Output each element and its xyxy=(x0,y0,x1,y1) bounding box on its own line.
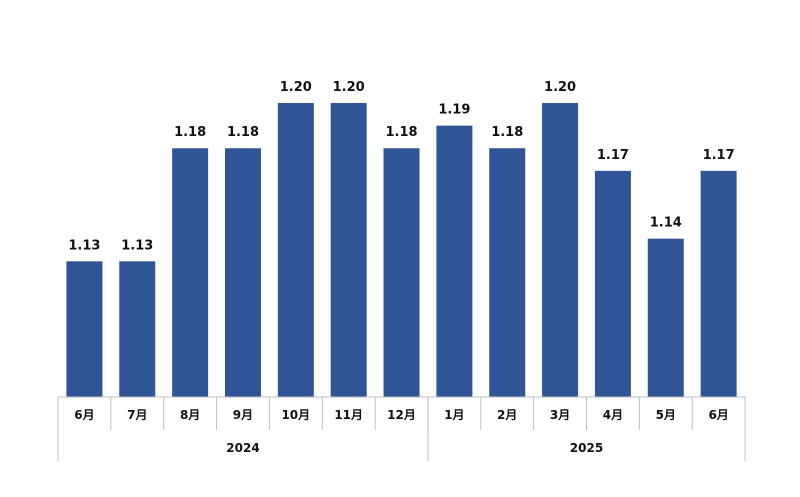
bar xyxy=(436,125,473,398)
bar xyxy=(277,103,314,397)
bar xyxy=(330,103,367,397)
tick-label: 8月 xyxy=(180,408,200,422)
group-label: 2024 xyxy=(226,441,259,455)
tick-label: 5月 xyxy=(656,408,676,422)
bar xyxy=(224,148,261,397)
bar xyxy=(119,261,156,397)
bar xyxy=(647,238,684,397)
bar xyxy=(489,148,526,397)
bar xyxy=(383,148,420,397)
bar xyxy=(700,170,737,397)
tick-label: 7月 xyxy=(127,408,147,422)
data-label: 1.20 xyxy=(544,80,576,95)
data-label: 1.14 xyxy=(650,216,682,231)
data-label: 1.20 xyxy=(280,80,312,95)
tick-label: 2月 xyxy=(497,408,517,422)
tick-label: 11月 xyxy=(334,408,363,422)
category-axis: 6月 7月 8月 9月 10月 11月 12月 1月 2月 3月 4月 5月 6月 2024 2025 xyxy=(57,396,746,461)
bar xyxy=(542,103,579,397)
data-label: 1.18 xyxy=(385,125,417,140)
tick-label: 9月 xyxy=(233,408,253,422)
tick-label: 1月 xyxy=(444,408,464,422)
data-label: 1.20 xyxy=(333,80,365,95)
data-label: 1.17 xyxy=(597,148,629,163)
value-labels-layer: 1.13 1.13 1.18 1.18 1.20 1.20 1.18 1.19 1.18 1.20… xyxy=(68,80,734,253)
tick-label: 4月 xyxy=(603,408,623,422)
data-label: 1.18 xyxy=(491,125,523,140)
tick-label: 3月 xyxy=(550,408,570,422)
bar xyxy=(66,261,103,397)
data-label: 1.13 xyxy=(121,238,153,253)
bar xyxy=(594,170,631,397)
bars-layer xyxy=(66,103,737,398)
data-label: 1.13 xyxy=(68,238,100,253)
group-label: 2025 xyxy=(570,441,603,455)
tick-label: 6月 xyxy=(74,408,94,422)
tick-label: 10月 xyxy=(281,408,310,422)
data-label: 1.17 xyxy=(703,148,735,163)
data-label: 1.18 xyxy=(174,125,206,140)
tick-label: 12月 xyxy=(387,408,416,422)
data-label: 1.19 xyxy=(438,103,470,118)
bar xyxy=(172,148,209,397)
data-label: 1.18 xyxy=(227,125,259,140)
tick-label: 6月 xyxy=(708,408,728,422)
